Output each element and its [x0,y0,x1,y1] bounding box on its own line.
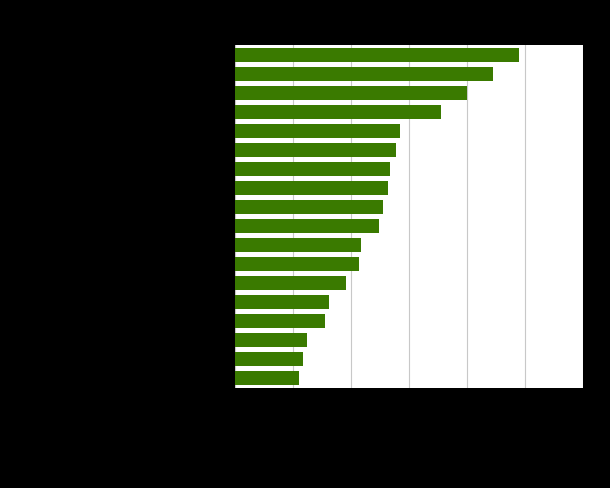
Bar [235,277,346,290]
Bar [235,334,307,347]
Bar [235,201,382,215]
Bar [235,220,379,233]
Bar [235,353,303,366]
Bar [235,296,329,309]
Bar [235,315,325,328]
Bar [235,106,440,120]
Bar [235,49,518,62]
Bar [235,182,389,196]
Bar [235,87,467,101]
Bar [235,144,396,158]
Bar [235,125,400,139]
Bar [235,372,298,386]
Bar [235,68,493,81]
Bar [235,239,361,252]
Bar [235,163,390,177]
Bar [235,258,359,271]
